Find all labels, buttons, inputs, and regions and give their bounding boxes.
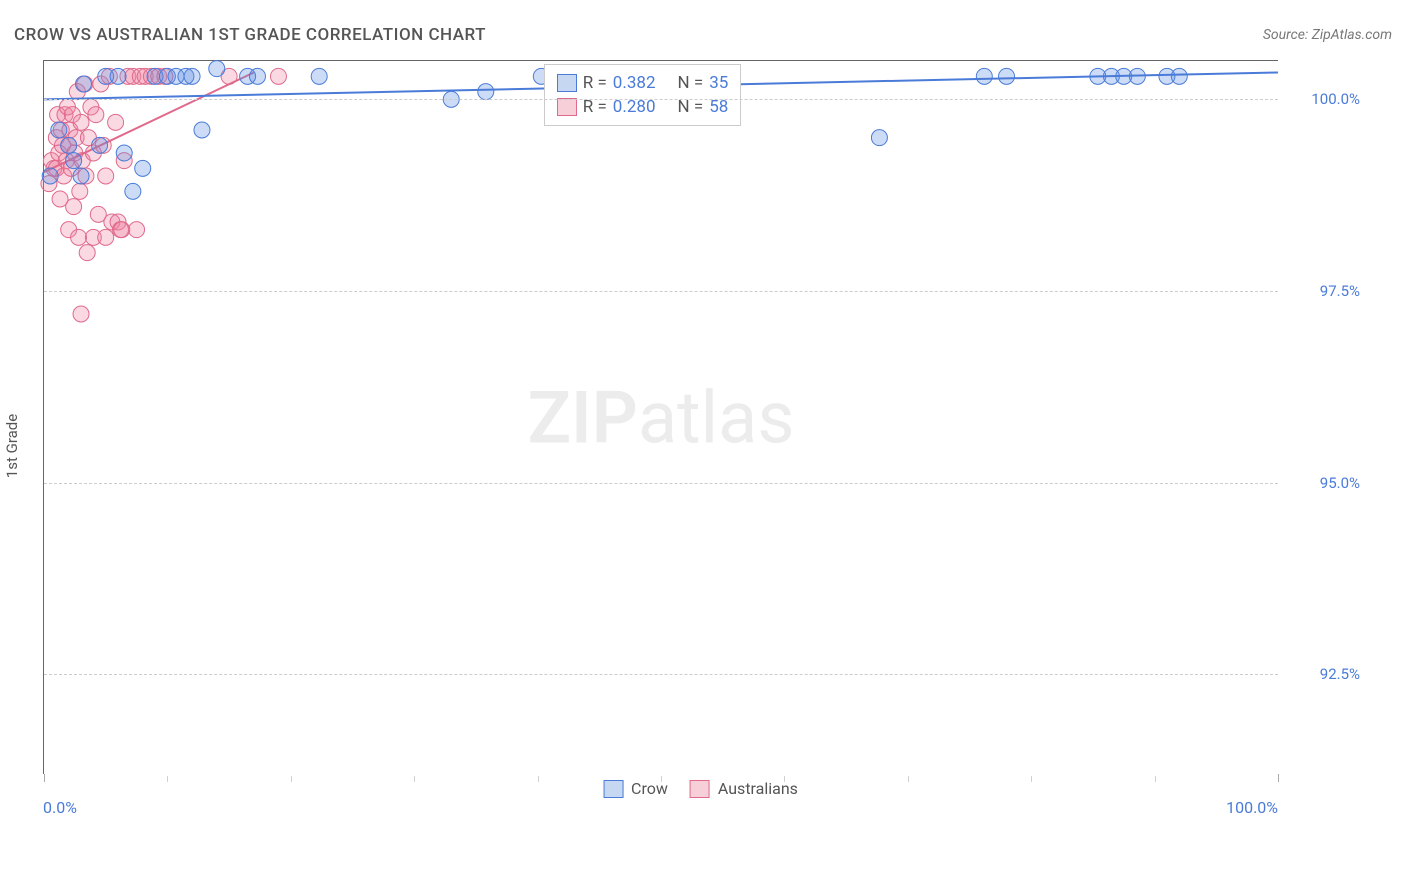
plot-area: ZIPatlas R =0.382N =35R =0.280N =58 100.… xyxy=(43,60,1278,774)
chart-title: CROW VS AUSTRALIAN 1ST GRADE CORRELATION… xyxy=(14,25,486,45)
x-tick xyxy=(414,776,415,782)
x-tick-label-min: 0.0% xyxy=(43,798,77,817)
scatter-point xyxy=(976,68,992,84)
scatter-point xyxy=(249,68,265,84)
bottom-legend-item: Crow xyxy=(603,779,668,798)
y-tick-label: 95.0% xyxy=(1284,474,1360,492)
gridline xyxy=(44,674,1278,675)
scatter-point xyxy=(92,137,108,153)
scatter-point xyxy=(88,107,104,123)
scatter-point xyxy=(110,68,126,84)
x-tick xyxy=(167,776,168,782)
scatter-point xyxy=(871,130,887,146)
scatter-point xyxy=(73,306,89,322)
scatter-point xyxy=(72,183,88,199)
x-tick xyxy=(538,776,539,782)
scatter-point xyxy=(75,76,91,92)
legend-series-label: Australians xyxy=(718,779,798,798)
scatter-point xyxy=(66,153,82,169)
scatter-point xyxy=(270,68,286,84)
scatter-point xyxy=(999,68,1015,84)
x-tick-label-max: 100.0% xyxy=(1226,798,1278,817)
x-tick xyxy=(291,776,292,782)
gridline xyxy=(44,291,1278,292)
legend-series-label: Crow xyxy=(631,779,668,798)
scatter-point xyxy=(98,168,114,184)
x-tick xyxy=(1155,776,1156,782)
source-label: Source: ZipAtlas.com xyxy=(1263,27,1392,43)
gridline xyxy=(44,99,1278,100)
y-tick-label: 92.5% xyxy=(1284,665,1360,683)
scatter-point xyxy=(478,84,494,100)
chart-svg xyxy=(44,61,1278,774)
scatter-point xyxy=(73,114,89,130)
scatter-point xyxy=(61,137,77,153)
gridline xyxy=(44,483,1278,484)
stats-legend-row: R = 0.382 N =35 xyxy=(557,71,729,95)
scatter-point xyxy=(184,68,200,84)
scatter-point xyxy=(114,222,130,238)
x-tick xyxy=(1031,776,1032,782)
scatter-point xyxy=(108,114,124,130)
legend-n-value: 35 xyxy=(709,73,728,93)
legend-swatch xyxy=(557,74,577,92)
scatter-point xyxy=(51,122,67,138)
x-tick xyxy=(44,774,45,782)
scatter-point xyxy=(71,229,87,245)
scatter-point xyxy=(42,168,58,184)
scatter-point xyxy=(66,199,82,215)
scatter-point xyxy=(129,222,145,238)
legend-swatch xyxy=(690,780,710,798)
x-tick xyxy=(908,776,909,782)
title-bar: CROW VS AUSTRALIAN 1ST GRADE CORRELATION… xyxy=(14,20,1392,50)
scatter-point xyxy=(1171,68,1187,84)
y-axis-label: 1st Grade xyxy=(3,414,21,478)
scatter-point xyxy=(125,183,141,199)
x-tick xyxy=(1278,774,1279,782)
scatter-point xyxy=(79,245,95,261)
y-tick-label: 100.0% xyxy=(1284,90,1360,108)
stats-legend: R =0.382N =35R =0.280N =58 xyxy=(544,64,742,126)
scatter-point xyxy=(209,61,225,77)
legend-r-value: 0.382 xyxy=(613,73,656,93)
scatter-point xyxy=(311,68,327,84)
bottom-legend-item: Australians xyxy=(690,779,798,798)
scatter-point xyxy=(194,122,210,138)
legend-swatch xyxy=(557,98,577,116)
scatter-point xyxy=(116,145,132,161)
scatter-point xyxy=(135,160,151,176)
legend-r-label: R = xyxy=(583,73,607,93)
legend-swatch xyxy=(603,780,623,798)
scatter-point xyxy=(73,168,89,184)
y-tick-label: 97.5% xyxy=(1284,282,1360,300)
bottom-legend: Crow Australians xyxy=(603,779,798,798)
scatter-point xyxy=(98,229,114,245)
legend-n-label: N = xyxy=(678,73,704,93)
plot-wrap: ZIPatlas R =0.382N =35R =0.280N =58 100.… xyxy=(43,60,1358,822)
